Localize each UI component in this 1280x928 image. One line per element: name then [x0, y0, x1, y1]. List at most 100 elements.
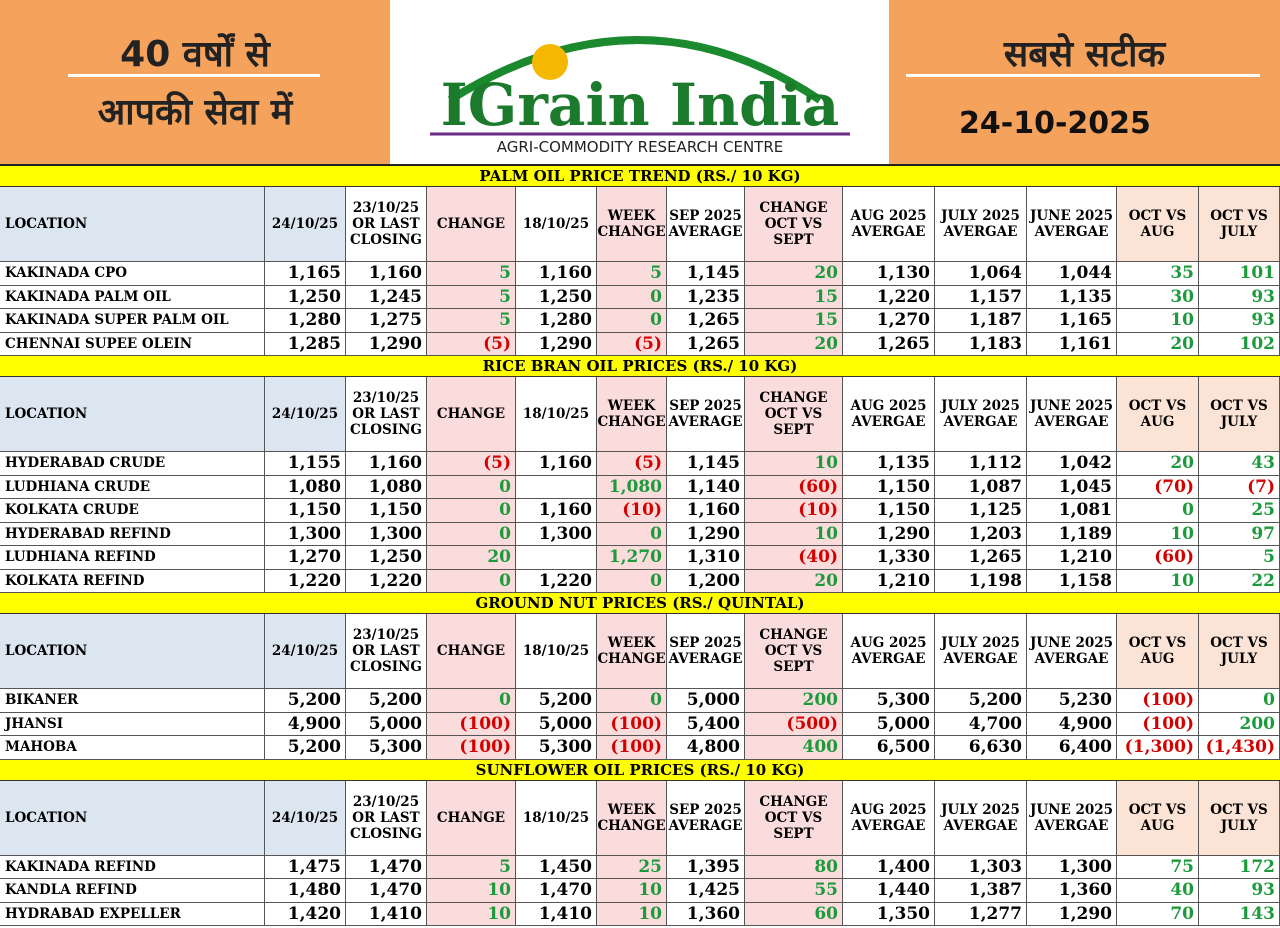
- value-cell: 43: [1199, 452, 1280, 476]
- header-row: LOCATION 24/10/25 23/10/25 OR LAST CLOSING…: [0, 780, 1280, 856]
- tagline: सबसे सटीक: [1003, 34, 1166, 75]
- data-row: CHENNAI SUPEE OLEIN 1,285 1,290 (5) 1,290 (5)…: [0, 332, 1280, 356]
- value-cell: 20: [745, 569, 843, 593]
- value-cell: 80: [745, 855, 843, 879]
- column-header: OCT VS JULY: [1199, 614, 1280, 689]
- value-cell: 1,250: [516, 285, 597, 309]
- value-cell: 1,158: [1027, 569, 1117, 593]
- value-cell: 6,500: [843, 736, 935, 760]
- data-row: KAKINADA SUPER PALM OIL 1,280 1,275 5 1,280 0…: [0, 309, 1280, 333]
- column-header: JULY 2025 AVERGAE: [935, 377, 1027, 452]
- column-header: WEEK CHANGE: [597, 377, 667, 452]
- value-cell: 5,000: [843, 712, 935, 736]
- header-row: LOCATION 24/10/25 23/10/25 OR LAST CLOSING…: [0, 614, 1280, 689]
- value-cell: 5,000: [346, 712, 427, 736]
- value-cell: 10: [1117, 309, 1199, 333]
- value-cell: 1,210: [843, 569, 935, 593]
- value-cell: 1,290: [346, 332, 427, 356]
- value-cell: 1,265: [667, 309, 745, 333]
- date: 24-10-2025: [959, 106, 1151, 141]
- value-cell: 4,900: [1027, 712, 1117, 736]
- column-header: OCT VS AUG: [1117, 614, 1199, 689]
- column-header: OCT VS JULY: [1199, 780, 1280, 856]
- value-cell: 1,161: [1027, 332, 1117, 356]
- value-cell: 75: [1117, 855, 1199, 879]
- column-header: CHANGE: [427, 614, 516, 689]
- value-cell: (1,300): [1117, 736, 1199, 760]
- value-cell: 1,440: [843, 879, 935, 903]
- value-cell: 1,210: [1027, 546, 1117, 570]
- value-cell: 1,160: [346, 262, 427, 286]
- value-cell: 5,200: [516, 689, 597, 713]
- value-cell: 1,410: [516, 902, 597, 926]
- value-cell: 22: [1199, 569, 1280, 593]
- data-row: KAKINADA PALM OIL 1,250 1,245 5 1,250 0 1,235 1…: [0, 285, 1280, 309]
- column-header: CHANGE OCT VS SEPT: [745, 614, 843, 689]
- value-cell: 1,160: [346, 452, 427, 476]
- location-cell: JHANSI: [0, 712, 265, 736]
- header-row: LOCATION 24/10/25 23/10/25 OR LAST CLOSING…: [0, 187, 1280, 262]
- column-header: WEEK CHANGE: [597, 614, 667, 689]
- value-cell: 5: [427, 855, 516, 879]
- location-cell: KAKINADA REFIND: [0, 855, 265, 879]
- value-cell: 5,230: [1027, 689, 1117, 713]
- value-cell: 1,303: [935, 855, 1027, 879]
- value-cell: 1,310: [667, 546, 745, 570]
- value-cell: 1,360: [667, 902, 745, 926]
- value-cell: 10: [1117, 569, 1199, 593]
- value-cell: 60: [745, 902, 843, 926]
- value-cell: 1,420: [265, 902, 346, 926]
- value-cell: 1,203: [935, 522, 1027, 546]
- value-cell: 10: [1117, 522, 1199, 546]
- value-cell: 1,265: [843, 332, 935, 356]
- column-header: CHANGE OCT VS SEPT: [745, 187, 843, 262]
- header-left: 40 वर्षों से आपकी सेवा में: [0, 0, 390, 164]
- value-cell: 1,220: [843, 285, 935, 309]
- column-header: LOCATION: [0, 377, 265, 452]
- value-cell: 1,220: [346, 569, 427, 593]
- value-cell: 70: [1117, 902, 1199, 926]
- value-cell: 1,280: [516, 309, 597, 333]
- column-header: 23/10/25 OR LAST CLOSING: [346, 187, 427, 262]
- value-cell: 172: [1199, 855, 1280, 879]
- value-cell: 101: [1199, 262, 1280, 286]
- location-cell: LUDHIANA REFIND: [0, 546, 265, 570]
- value-cell: 5: [427, 309, 516, 333]
- value-cell: 1,187: [935, 309, 1027, 333]
- value-cell: 1,150: [843, 499, 935, 523]
- value-cell: 200: [1199, 712, 1280, 736]
- value-cell: 10: [745, 452, 843, 476]
- location-cell: KOLKATA CRUDE: [0, 499, 265, 523]
- tagline: 40 वर्षों से: [120, 34, 270, 75]
- price-tables: PALM OIL PRICE TREND (RS./ 10 KG) LOCATIO…: [0, 166, 1280, 926]
- data-row: HYDERABAD REFIND 1,300 1,300 0 1,300 0 1,290 10…: [0, 522, 1280, 546]
- value-cell: 0: [427, 569, 516, 593]
- value-cell: 1,265: [935, 546, 1027, 570]
- value-cell: 40: [1117, 879, 1199, 903]
- value-cell: 97: [1199, 522, 1280, 546]
- column-header: WEEK CHANGE: [597, 780, 667, 856]
- value-cell: 1,265: [667, 332, 745, 356]
- location-cell: CHENNAI SUPEE OLEIN: [0, 332, 265, 356]
- value-cell: 20: [427, 546, 516, 570]
- data-row: LUDHIANA REFIND 1,270 1,250 20 1,270 1,310 (40…: [0, 546, 1280, 570]
- value-cell: 1,290: [843, 522, 935, 546]
- location-cell: KAKINADA SUPER PALM OIL: [0, 309, 265, 333]
- value-cell: (100): [427, 712, 516, 736]
- value-cell: 1,165: [1027, 309, 1117, 333]
- value-cell: 1,160: [516, 452, 597, 476]
- tagline: आपकी सेवा में: [97, 92, 293, 133]
- value-cell: 1,087: [935, 475, 1027, 499]
- value-cell: 1,350: [843, 902, 935, 926]
- value-cell: 1,450: [516, 855, 597, 879]
- value-cell: 1,140: [667, 475, 745, 499]
- value-cell: 1,235: [667, 285, 745, 309]
- value-cell: (100): [1117, 712, 1199, 736]
- value-cell: 1,470: [346, 855, 427, 879]
- value-cell: 1,400: [843, 855, 935, 879]
- value-cell: 10: [745, 522, 843, 546]
- value-cell: 1,080: [265, 475, 346, 499]
- value-cell: (100): [597, 736, 667, 760]
- location-cell: LUDHIANA CRUDE: [0, 475, 265, 499]
- column-header: 23/10/25 OR LAST CLOSING: [346, 780, 427, 856]
